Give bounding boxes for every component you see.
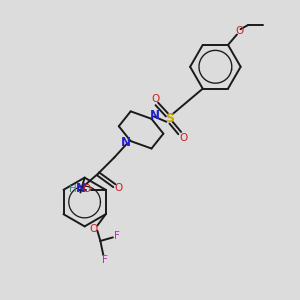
Text: O: O [235,26,243,36]
Text: O: O [115,183,123,193]
Text: F: F [102,255,108,265]
Text: F: F [114,231,120,241]
Text: O: O [83,184,91,194]
Text: H: H [69,184,76,194]
Text: N: N [150,109,160,122]
Text: N: N [121,136,131,149]
Text: S: S [165,112,174,125]
Text: O: O [179,133,188,142]
Text: O: O [151,94,160,104]
Text: O: O [90,224,98,234]
Text: N: N [76,182,85,195]
